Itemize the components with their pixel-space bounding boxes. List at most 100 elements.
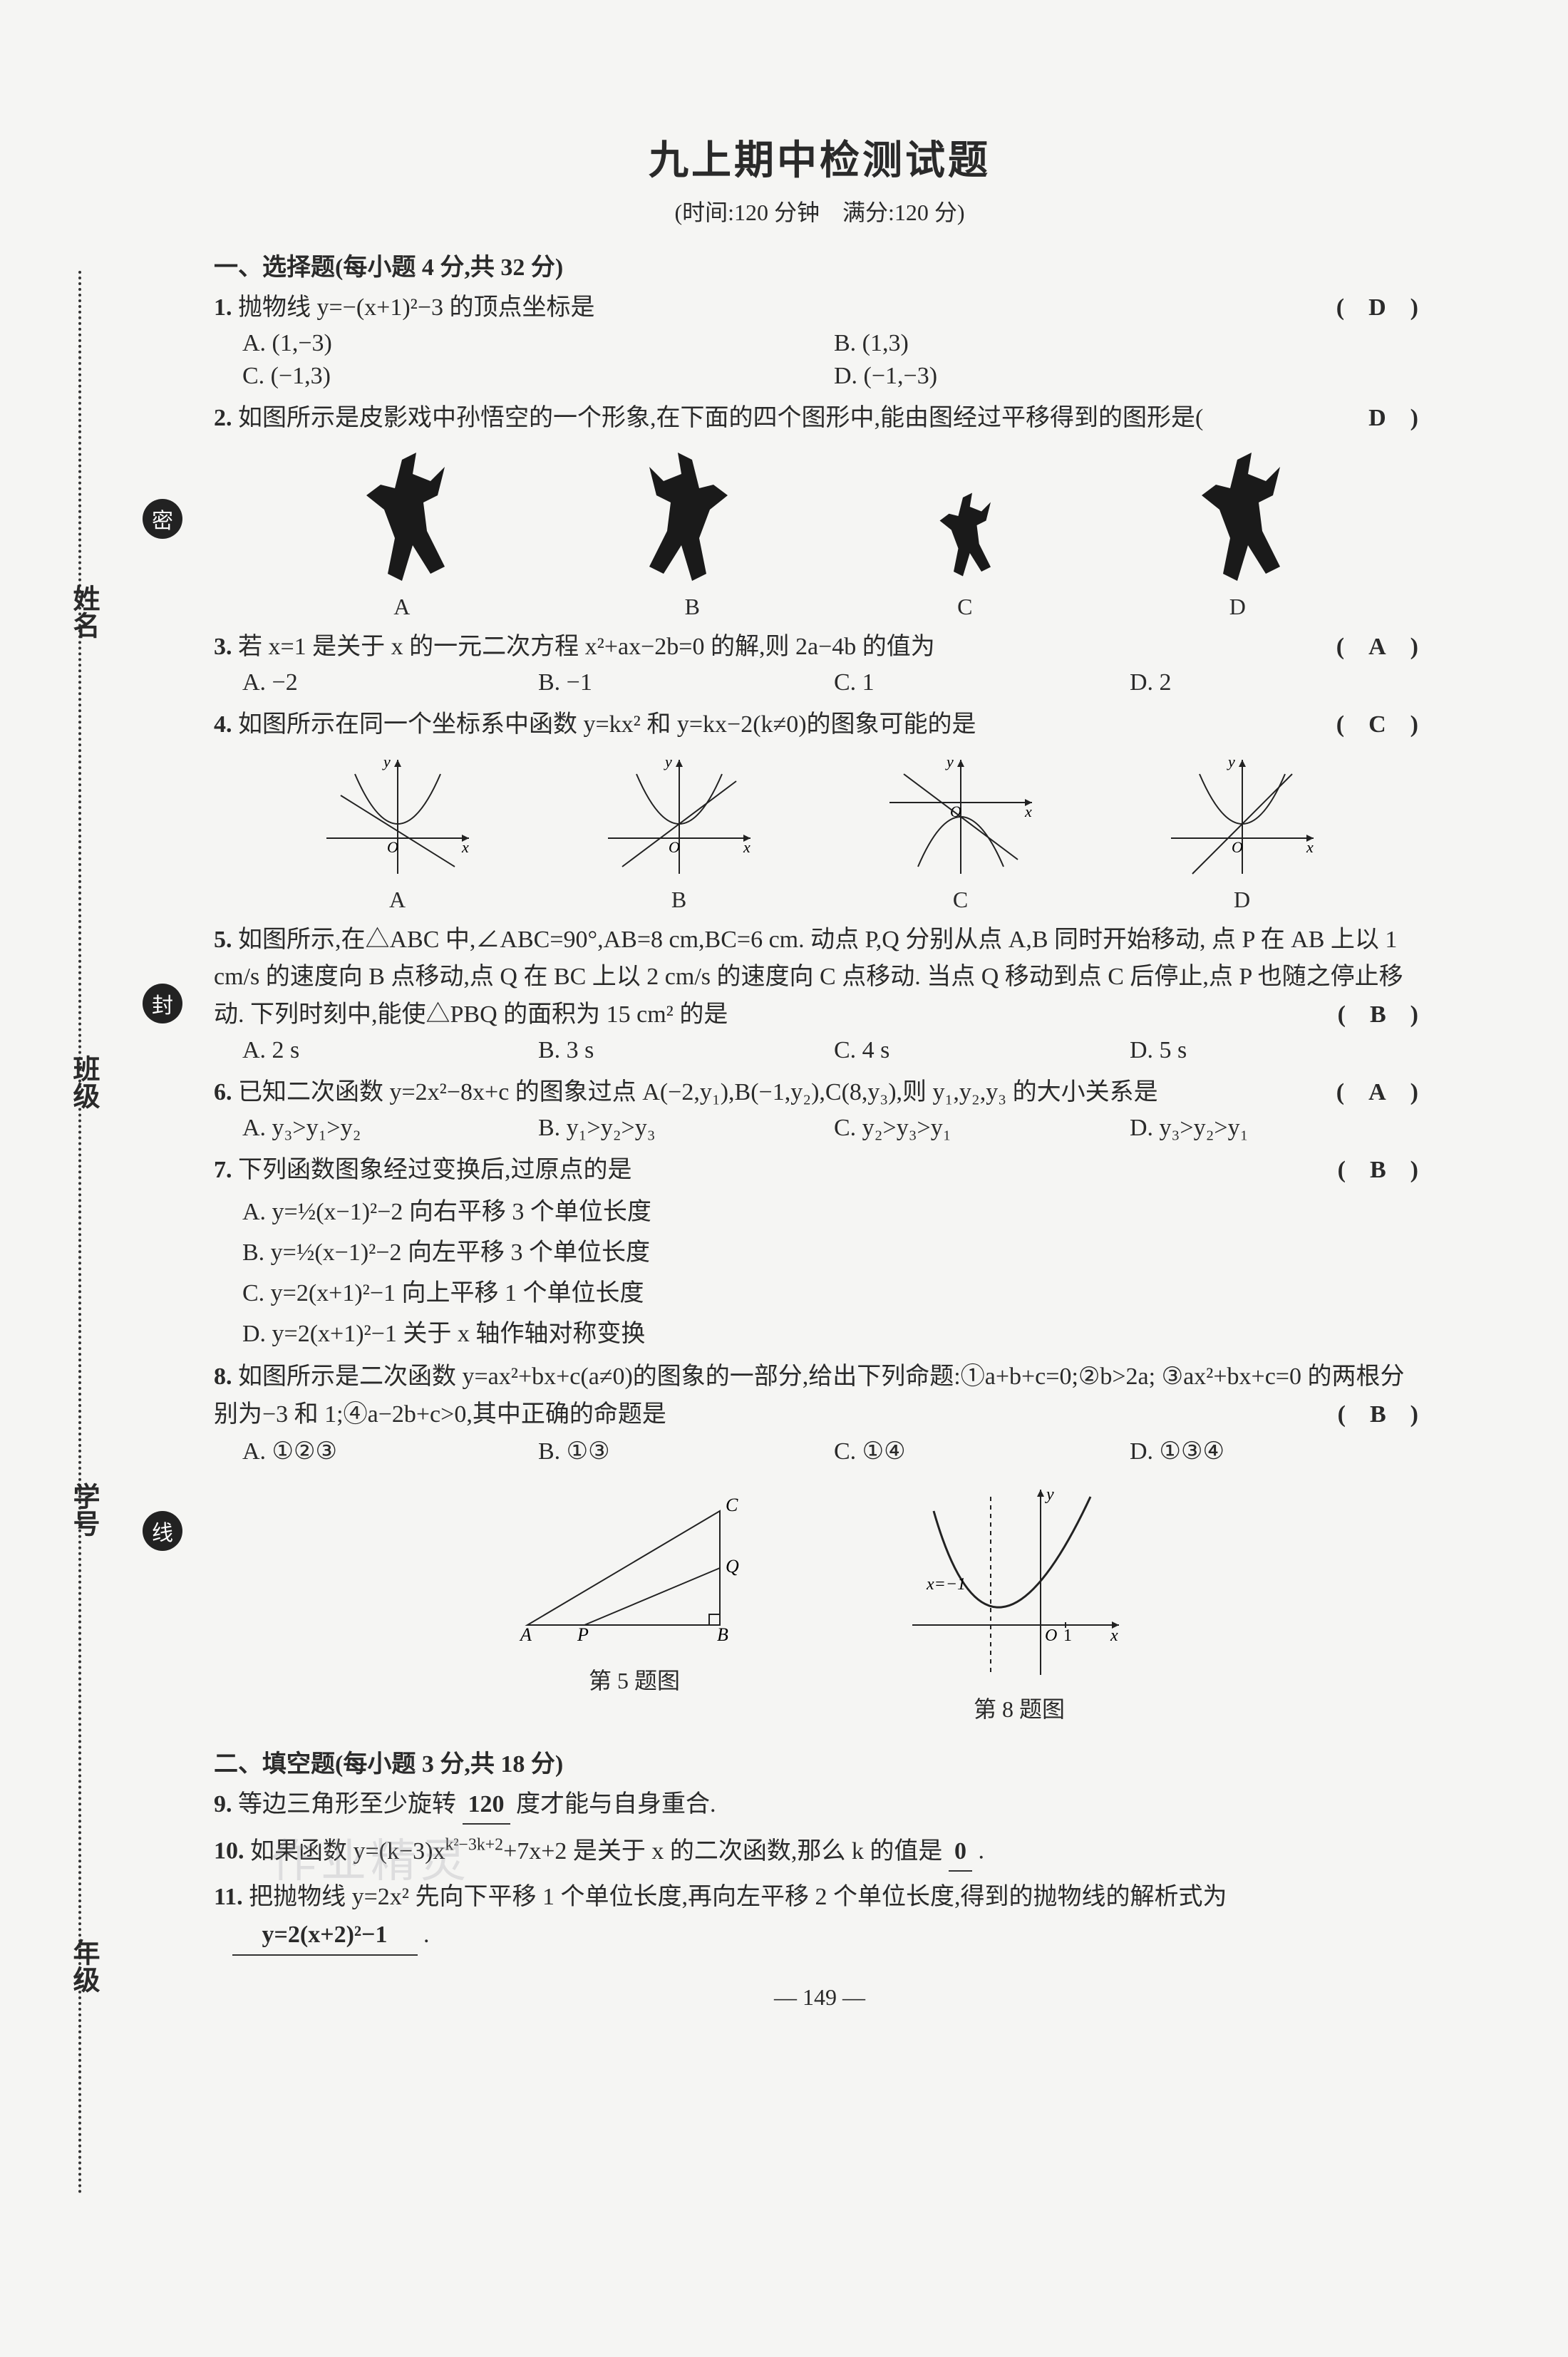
q2-figures: A B C D — [257, 445, 1383, 620]
q7-num: 7. — [214, 1157, 232, 1183]
svg-text:x=−1: x=−1 — [926, 1575, 966, 1594]
q6-text: 已知二次函数 y=2x²−8x+c 的图象过点 A(−2,y₁),B(−1,y₂… — [238, 1079, 1158, 1105]
page-number: — 149 — — [214, 1984, 1425, 2011]
page-title: 九上期中检测试题 — [214, 128, 1425, 186]
q5-optD: D. 5 s — [1130, 1034, 1425, 1067]
q4-num: 4. — [214, 711, 232, 738]
q3-text: 若 x=1 是关于 x 的一元二次方程 x²+ax−2b=0 的解,则 2a−4… — [238, 634, 935, 660]
side-binding: 姓名 班级 学号 年级 — [71, 328, 171, 2110]
q5-answer: ( B ) — [1338, 996, 1418, 1034]
q3-optB: B. −1 — [538, 666, 834, 699]
graph-icon: x y O — [319, 753, 476, 881]
q8-answer: ( B ) — [1338, 1396, 1418, 1434]
q4-graphD: xyO D — [1164, 753, 1321, 913]
q2: 2. 如图所示是皮影戏中孙悟空的一个形象,在下面的四个图形中,能由图经过平移得到… — [214, 400, 1425, 438]
q1: 1. 抛物线 y=−(x+1)²−3 的顶点坐标是 ( D ) — [214, 289, 1425, 327]
q1-optA: A. (1,−3) — [242, 327, 834, 360]
q8-options: A. ①②③ B. ①③ C. ①④ D. ①③④ — [242, 1434, 1425, 1468]
q1-optD: D. (−1,−3) — [834, 360, 1425, 393]
svg-text:P: P — [577, 1624, 589, 1645]
q1-answer: ( D ) — [1336, 289, 1418, 327]
q5-text: 如图所示,在△ABC 中,∠ABC=90°,AB=8 cm,BC=6 cm. 动… — [214, 927, 1403, 1028]
svg-text:x: x — [461, 838, 469, 856]
q4-answer: ( C ) — [1336, 706, 1418, 744]
q1-optC: C. (−1,3) — [242, 360, 834, 393]
graph-icon: xyO — [1164, 753, 1321, 881]
q11-post: . — [423, 1922, 430, 1948]
svg-text:x: x — [743, 838, 751, 856]
q8-optB: B. ①③ — [538, 1434, 834, 1468]
q2-text: 如图所示是皮影戏中孙悟空的一个形象,在下面的四个图形中,能由图经过平移得到的图形… — [238, 405, 1203, 431]
q7-answer: ( B ) — [1338, 1152, 1418, 1190]
svg-text:O: O — [1045, 1626, 1057, 1645]
q8-optA: A. ①②③ — [242, 1434, 538, 1468]
q1-num: 1. — [214, 294, 232, 321]
svg-text:Q: Q — [726, 1556, 739, 1577]
q3: 3. 若 x=1 是关于 x 的一元二次方程 x²+ax−2b=0 的解,则 2… — [214, 629, 1425, 666]
q5-options: A. 2 s B. 3 s C. 4 s D. 5 s — [242, 1034, 1425, 1067]
seal-mi: 密 — [143, 499, 182, 539]
svg-text:x: x — [1024, 803, 1032, 820]
q8: 8. 如图所示是二次函数 y=ax²+bx+c(a≠0)的图象的一部分,给出下列… — [214, 1358, 1425, 1433]
svg-text:C: C — [726, 1495, 738, 1515]
fig5: A P B Q C 第 5 题图 — [506, 1482, 763, 1724]
side-label-class: 班级 — [64, 1055, 103, 1109]
q5-optB: B. 3 s — [538, 1034, 834, 1067]
q3-optA: A. −2 — [242, 666, 538, 699]
q11-num: 11. — [214, 1884, 243, 1910]
silhouette-icon — [1180, 445, 1294, 588]
q4-graphA: xyO A — [319, 753, 476, 913]
q4-text: 如图所示在同一个坐标系中函数 y=kx² 和 y=kx−2(k≠0)的图象可能的… — [238, 711, 976, 738]
q6-optD: D. y₃>y₂>y₁ — [1130, 1112, 1425, 1145]
fig8: x=−1 y x O 1 第 8 题图 — [905, 1482, 1133, 1724]
exam-page: 九上期中检测试题 (时间:120 分钟 满分:120 分) 一、选择题(每小题 … — [214, 128, 1425, 2011]
q4-graphB: xyO B — [601, 753, 758, 913]
svg-text:y: y — [382, 753, 391, 770]
silhouette-icon — [635, 445, 749, 588]
q2-num: 2. — [214, 405, 232, 431]
q7: 7. 下列函数图象经过变换后,过原点的是 ( B ) — [214, 1152, 1425, 1190]
q10-post: . — [978, 1838, 984, 1865]
side-label-name: 姓名 — [64, 584, 103, 639]
q8-optD: D. ①③④ — [1130, 1434, 1425, 1468]
q9-pre: 等边三角形至少旋转 — [238, 1791, 456, 1817]
side-label-sid: 学号 — [64, 1482, 103, 1537]
svg-text:O: O — [669, 838, 680, 856]
q4: 4. 如图所示在同一个坐标系中函数 y=kx² 和 y=kx−2(k≠0)的图象… — [214, 706, 1425, 744]
fig8-caption: 第 8 题图 — [905, 1691, 1133, 1724]
svg-text:y: y — [945, 753, 954, 770]
silhouette-icon — [926, 488, 1004, 588]
q7-options: A. y=½(x−1)²−2 向右平移 3 个单位长度 B. y=½(x−1)²… — [214, 1189, 1425, 1351]
q6-num: 6. — [214, 1079, 232, 1105]
q3-optC: C. 1 — [834, 666, 1130, 699]
q9: 9. 等边三角形至少旋转 120 度才能与自身重合. — [214, 1786, 1425, 1825]
q3-optD: D. 2 — [1130, 666, 1425, 699]
q9-num: 9. — [214, 1791, 232, 1817]
svg-text:A: A — [519, 1624, 532, 1645]
q2-figB: B — [635, 445, 749, 620]
q3-options: A. −2 B. −1 C. 1 D. 2 — [242, 666, 1425, 699]
q2-figD: D — [1180, 445, 1294, 620]
q10-num: 10. — [214, 1838, 244, 1865]
seal-feng: 封 — [143, 984, 182, 1023]
q8-optC: C. ①④ — [834, 1434, 1130, 1468]
q5-num: 5. — [214, 927, 232, 953]
svg-text:y: y — [1045, 1485, 1054, 1504]
q2-figC: C — [926, 488, 1004, 620]
q1-text: 抛物线 y=−(x+1)²−3 的顶点坐标是 — [238, 294, 595, 321]
svg-text:1: 1 — [1063, 1626, 1072, 1645]
q11-blank: y=2(x+2)²−1 — [232, 1917, 418, 1956]
q8-text: 如图所示是二次函数 y=ax²+bx+c(a≠0)的图象的一部分,给出下列命题:… — [214, 1363, 1404, 1428]
parabola-figure-icon: x=−1 y x O 1 — [905, 1482, 1133, 1682]
q5-optA: A. 2 s — [242, 1034, 538, 1067]
seal-xian: 线 — [143, 1511, 182, 1551]
svg-text:O: O — [387, 838, 398, 856]
svg-text:y: y — [664, 753, 672, 770]
q6-optA: A. y₃>y₁>y₂ — [242, 1112, 538, 1145]
fig5-caption: 第 5 题图 — [506, 1663, 763, 1696]
q7-optA: A. y=½(x−1)²−2 向右平移 3 个单位长度 — [242, 1189, 1425, 1229]
q6-optC: C. y₂>y₃>y₁ — [834, 1112, 1130, 1145]
q7-optC: C. y=2(x+1)²−1 向上平移 1 个单位长度 — [242, 1270, 1425, 1311]
q1-options: A. (1,−3) B. (1,3) C. (−1,3) D. (−1,−3) — [242, 327, 1425, 393]
section1-header: 一、选择题(每小题 4 分,共 32 分) — [214, 247, 1425, 282]
